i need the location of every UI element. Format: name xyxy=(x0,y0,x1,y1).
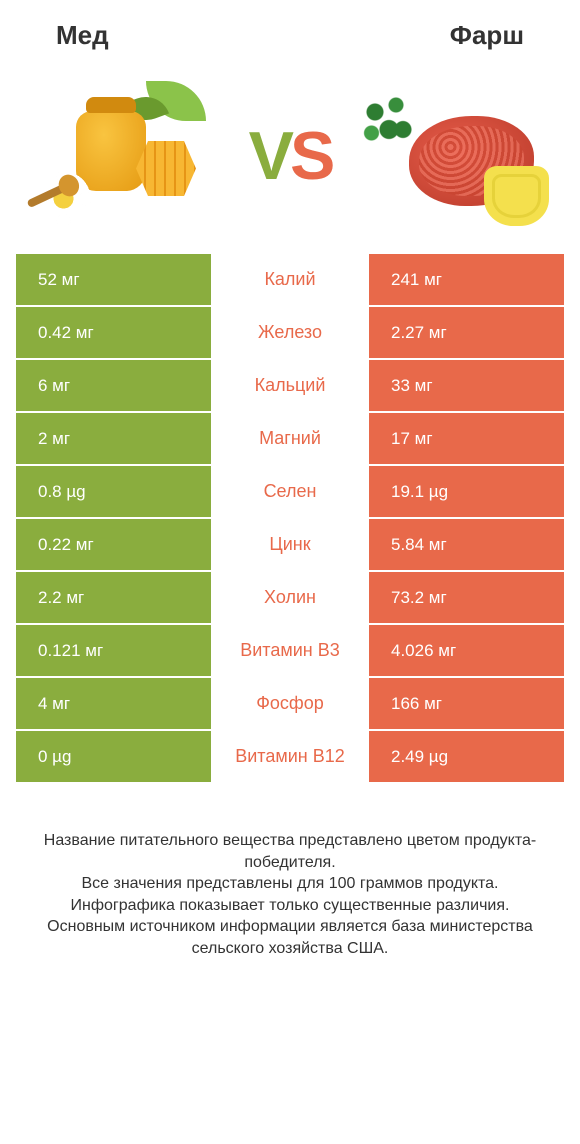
value-left: 6 мг xyxy=(16,360,211,411)
value-right: 4.026 мг xyxy=(369,625,564,676)
value-right: 73.2 мг xyxy=(369,572,564,623)
value-right: 2.27 мг xyxy=(369,307,564,358)
nutrient-label: Цинк xyxy=(211,519,369,570)
table-row: 6 мгКальций33 мг xyxy=(16,360,564,413)
value-right: 17 мг xyxy=(369,413,564,464)
value-left: 0.22 мг xyxy=(16,519,211,570)
table-row: 0.22 мгЦинк5.84 мг xyxy=(16,519,564,572)
honeycomb-icon xyxy=(136,141,196,196)
value-left: 0.8 µg xyxy=(16,466,211,517)
meat-illustration xyxy=(354,81,554,231)
honey-jar-icon xyxy=(76,111,146,191)
pepper-icon xyxy=(484,166,549,226)
nutrient-label: Витамин B3 xyxy=(211,625,369,676)
footer-line: Все значения представлены для 100 граммо… xyxy=(34,873,546,895)
vs-s: S xyxy=(290,118,331,194)
nutrient-label: Магний xyxy=(211,413,369,464)
footer-line: Название питательного вещества представл… xyxy=(34,830,546,873)
honey-illustration xyxy=(26,81,226,231)
nutrient-label: Железо xyxy=(211,307,369,358)
table-row: 52 мгКалий241 мг xyxy=(16,254,564,307)
table-row: 4 мгФосфор166 мг xyxy=(16,678,564,731)
nutrient-label: Кальций xyxy=(211,360,369,411)
value-left: 52 мг xyxy=(16,254,211,305)
table-row: 0.42 мгЖелезо2.27 мг xyxy=(16,307,564,360)
title-left: Мед xyxy=(56,20,109,51)
title-right: Фарш xyxy=(450,20,524,51)
table-row: 0.121 мгВитамин B34.026 мг xyxy=(16,625,564,678)
value-right: 166 мг xyxy=(369,678,564,729)
value-left: 0 µg xyxy=(16,731,211,782)
nutrient-label: Калий xyxy=(211,254,369,305)
value-right: 5.84 мг xyxy=(369,519,564,570)
table-row: 2 мгМагний17 мг xyxy=(16,413,564,466)
value-right: 19.1 µg xyxy=(369,466,564,517)
header: Мед Фарш xyxy=(16,20,564,51)
hero: VS xyxy=(16,71,564,241)
vs-v: V xyxy=(249,118,290,194)
nutrient-label: Селен xyxy=(211,466,369,517)
nutrient-label: Холин xyxy=(211,572,369,623)
vs-label: VS xyxy=(249,117,332,195)
value-left: 4 мг xyxy=(16,678,211,729)
nutrient-label: Витамин B12 xyxy=(211,731,369,782)
table-row: 2.2 мгХолин73.2 мг xyxy=(16,572,564,625)
footer-line: Основным источником информации является … xyxy=(34,916,546,959)
value-right: 2.49 µg xyxy=(369,731,564,782)
value-right: 33 мг xyxy=(369,360,564,411)
value-left: 0.42 мг xyxy=(16,307,211,358)
value-left: 0.121 мг xyxy=(16,625,211,676)
infographic-container: Мед Фарш VS 52 мгКалий241 мг0.42 мгЖелез… xyxy=(0,0,580,980)
footer-line: Инфографика показывает только существенн… xyxy=(34,895,546,917)
comparison-table: 52 мгКалий241 мг0.42 мгЖелезо2.27 мг6 мг… xyxy=(16,253,564,784)
value-left: 2.2 мг xyxy=(16,572,211,623)
table-row: 0 µgВитамин B122.49 µg xyxy=(16,731,564,784)
value-right: 241 мг xyxy=(369,254,564,305)
nutrient-label: Фосфор xyxy=(211,678,369,729)
value-left: 2 мг xyxy=(16,413,211,464)
table-row: 0.8 µgСелен19.1 µg xyxy=(16,466,564,519)
footer-notes: Название питательного вещества представл… xyxy=(16,830,564,960)
